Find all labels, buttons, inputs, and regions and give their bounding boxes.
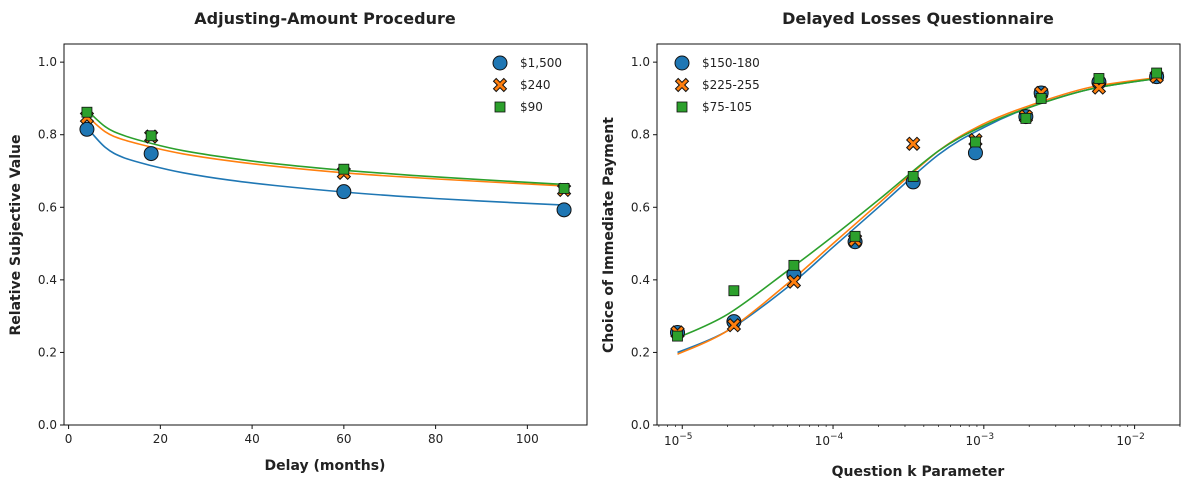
left-y-axis-label: Relative Subjective Value: [8, 135, 24, 336]
left-y-tick-label: 0.8: [38, 128, 57, 142]
right-series-2-point: [1020, 112, 1032, 124]
left-series-0-point: [143, 146, 159, 162]
left-series-2-point: [145, 130, 157, 142]
right-legend-marker-0: [674, 55, 690, 71]
left-x-tick-label: 0: [65, 432, 73, 446]
left-legend-label-1: $240: [520, 78, 551, 92]
left-legend-marker-0: [492, 55, 508, 71]
right-series-2-point: [1151, 67, 1163, 79]
right-y-tick-label: 0.6: [631, 200, 650, 214]
right-fit-line-2: [677, 77, 1157, 339]
left-series-0-point: [556, 202, 572, 218]
left-chart-title: Adjusting-Amount Procedure: [194, 9, 456, 28]
right-x-axis-label: Question k Parameter: [832, 464, 1005, 480]
left-series-0-point: [79, 121, 95, 137]
right-y-tick-label: 0.8: [631, 128, 650, 142]
left-series-0-point: [336, 184, 352, 200]
left-x-tick-label: 60: [336, 432, 351, 446]
right-series-2-point: [1035, 93, 1047, 104]
right-series-2-point: [970, 136, 981, 148]
right-legend-marker-1: [674, 77, 690, 93]
right-series-0-point: [967, 145, 983, 161]
right-legend-label-1: $225-255: [702, 78, 760, 92]
left-legend-label-0: $1,500: [520, 56, 562, 70]
right-plot-frame: [656, 43, 1181, 426]
right-x-tick-label: 10−3: [966, 432, 995, 448]
left-fit-line-0: [86, 126, 565, 206]
right-fit-line-0: [677, 77, 1157, 354]
right-legend: $150-180 $225-255 $75-105: [674, 55, 760, 114]
right-series-2-point: [849, 230, 861, 242]
left-series-2-point: [558, 183, 570, 194]
left-x-axis-label: Delay (months): [265, 458, 386, 474]
right-y-axis-label: Choice of Immediate Payment: [601, 117, 617, 353]
right-fit-line-1: [677, 76, 1157, 355]
right-plot-area: 0.0 0.2 0.4 0.6 0.8 1.0 10−5 10−4 10−3 10−2 $150-1…: [631, 55, 1181, 448]
left-series-2-point: [81, 106, 93, 118]
left-x-tick-label: 20: [153, 432, 168, 446]
right-series-1-point: [726, 318, 742, 333]
left-legend: $1,500 $240 $90: [492, 55, 562, 114]
left-x-tick-label: 80: [428, 432, 443, 446]
left-y-tick-label: 1.0: [38, 55, 57, 69]
right-legend-marker-2: [676, 101, 688, 113]
right-series-1-point: [786, 274, 802, 289]
right-legend-label-2: $75-105: [702, 100, 752, 114]
right-series-2-point: [788, 259, 800, 271]
right-series-2-point: [728, 285, 740, 297]
right-x-tick-label: 10−2: [1116, 432, 1145, 448]
right-series-2-point: [907, 171, 919, 182]
right-x-tick-label: 10−5: [664, 432, 693, 448]
left-series-2-point: [338, 163, 350, 175]
left-fit-line-2: [86, 109, 565, 186]
left-legend-label-2: $90: [520, 100, 543, 114]
left-y-tick-label: 0.6: [38, 200, 57, 214]
right-chart-title: Delayed Losses Questionnaire: [782, 9, 1054, 28]
right-y-tick-label: 1.0: [631, 55, 650, 69]
right-series-2-point: [672, 330, 683, 342]
right-y-tick-label: 0.4: [631, 273, 650, 287]
left-fit-line-1: [86, 115, 565, 187]
left-plot-area: 0.0 0.2 0.4 0.6 0.8 1.0 0 20 40 60 80 100 $1,500 $240…: [38, 55, 572, 446]
right-y-tick-label: 0.0: [631, 418, 650, 432]
left-y-tick-label: 0.4: [38, 273, 57, 287]
left-x-tick-label: 40: [244, 432, 259, 446]
left-plot-frame: [63, 43, 588, 426]
left-legend-marker-1: [492, 77, 508, 93]
right-series-1-point: [905, 136, 921, 151]
right-legend-label-0: $150-180: [702, 56, 760, 70]
left-y-tick-label: 0.0: [38, 418, 57, 432]
right-y-tick-label: 0.2: [631, 345, 650, 359]
right-series-2-point: [1093, 73, 1105, 84]
left-y-tick-label: 0.2: [38, 345, 57, 359]
left-legend-marker-2: [494, 101, 506, 113]
right-x-tick-label: 10−4: [815, 432, 844, 448]
left-x-tick-label: 100: [516, 432, 539, 446]
